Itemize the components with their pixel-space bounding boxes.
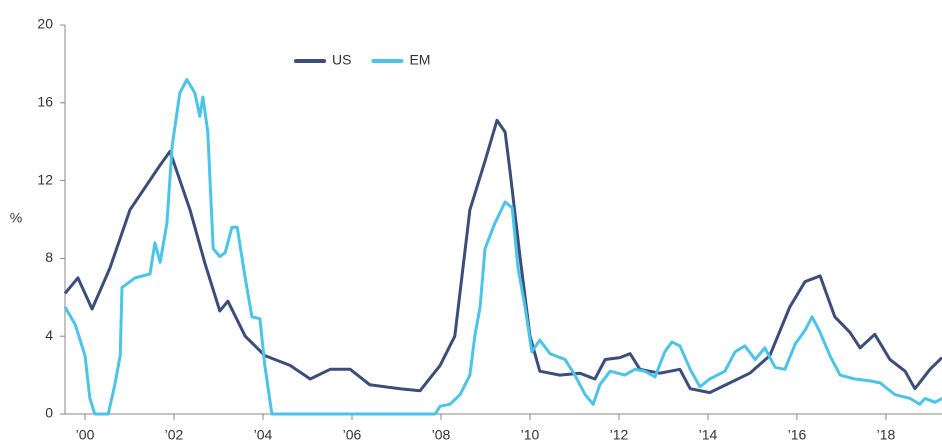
- x-tick-label: ’16: [788, 427, 807, 443]
- y-tick-label: 0: [45, 405, 53, 421]
- y-tick-label: 20: [37, 16, 53, 32]
- x-tick-label: ’00: [76, 427, 95, 443]
- x-tick-label: ’10: [521, 427, 540, 443]
- y-tick-label: 16: [37, 94, 53, 110]
- x-tick-label: ’12: [610, 427, 629, 443]
- series-line: [63, 78, 942, 416]
- y-tick-label: 12: [37, 171, 53, 187]
- x-tick-label: ’18: [877, 427, 896, 443]
- series-line: [63, 118, 942, 395]
- legend-label: EM: [409, 52, 430, 68]
- x-tick-label: ’08: [432, 427, 451, 443]
- x-tick-label: ’14: [699, 427, 718, 443]
- x-tick-label: ’02: [165, 427, 184, 443]
- y-axis-label: %: [10, 210, 22, 226]
- x-tick-label: ’06: [343, 427, 362, 443]
- legend-label: US: [332, 52, 351, 68]
- y-tick-label: 4: [45, 327, 53, 343]
- x-tick-label: ’04: [254, 427, 273, 443]
- y-tick-label: 8: [45, 249, 53, 265]
